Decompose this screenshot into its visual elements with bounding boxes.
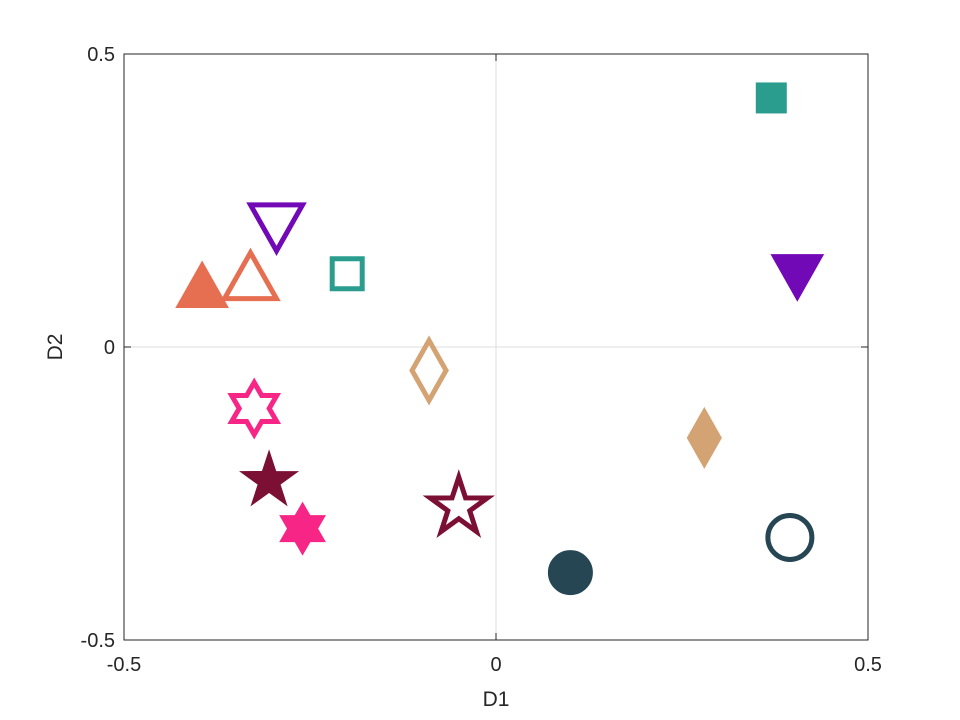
x-tick-labels: -0.5 0 0.5 <box>107 654 882 676</box>
y-tick-labels: -0.5 0 0.5 <box>81 44 115 652</box>
data-point-pentagram-open <box>422 469 495 539</box>
y-tick-label: 0.5 <box>87 44 115 66</box>
data-point-triangle-down-open <box>246 202 307 256</box>
plot-area <box>123 53 869 641</box>
data-point-hexagram-filled <box>279 501 326 556</box>
y-tick-label: 0 <box>104 337 115 359</box>
data-point-square-filled <box>755 82 787 114</box>
data-point-square-open <box>329 256 365 292</box>
y-axis-label: D2 <box>44 334 67 361</box>
x-tick-label: -0.5 <box>107 654 141 676</box>
plot-frame <box>123 53 869 641</box>
data-point-diamond-open <box>409 335 449 406</box>
data-markers <box>175 82 825 596</box>
x-tick-label: 0 <box>490 654 501 676</box>
x-axis-label: D1 <box>483 688 510 711</box>
data-point-circle-open <box>765 512 815 562</box>
data-point-pentagram-filled <box>239 449 300 507</box>
data-point-hexagram-open <box>227 377 282 440</box>
data-point-triangle-up-open <box>220 247 281 302</box>
data-point-diamond-filled <box>686 406 722 469</box>
x-tick-label: 0.5 <box>854 654 882 676</box>
data-point-triangle-up-filled <box>175 260 229 308</box>
data-point-circle-filled <box>547 550 593 596</box>
data-point-triangle-down-filled <box>770 254 825 302</box>
y-tick-label: -0.5 <box>81 630 115 652</box>
